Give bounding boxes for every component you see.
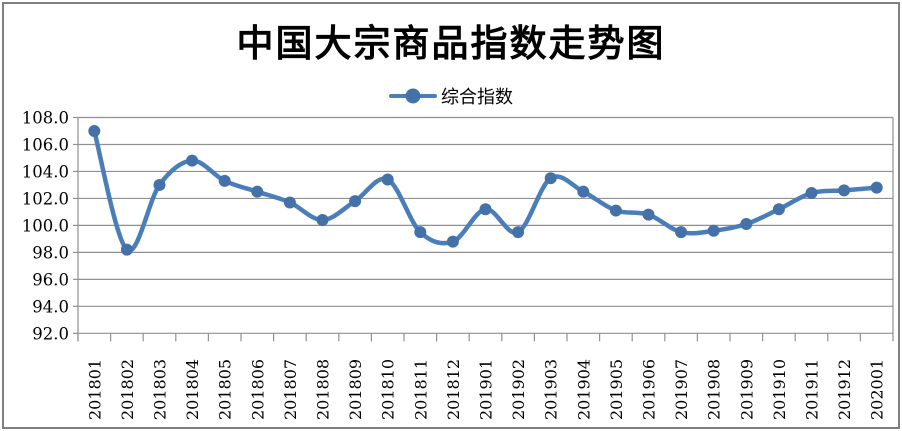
data-point	[251, 185, 264, 198]
data-point	[153, 178, 166, 191]
x-axis-tick-label: 201906	[640, 359, 659, 420]
x-axis-tick-label: 201812	[444, 359, 463, 420]
data-point	[283, 196, 296, 209]
y-axis-tick-label: 104.0	[22, 162, 69, 181]
y-axis-tick-label: 94.0	[32, 297, 69, 316]
x-axis-tick-label: 201802	[118, 359, 137, 420]
x-axis-tick-label: 201907	[672, 359, 691, 420]
data-point	[544, 172, 557, 185]
data-point	[609, 204, 622, 217]
y-axis-tick-label: 100.0	[22, 216, 69, 235]
data-point	[120, 243, 133, 256]
y-axis-tick-label: 98.0	[32, 243, 69, 262]
data-point	[577, 185, 590, 198]
data-point	[740, 218, 753, 231]
legend-line-marker-icon	[389, 88, 437, 104]
x-axis-tick-label: 201903	[542, 359, 561, 420]
data-point	[414, 226, 427, 239]
x-axis-tick-label: 201806	[248, 359, 267, 420]
x-axis-tick-label: 201905	[607, 359, 626, 420]
x-axis-tick-label: 201803	[151, 359, 170, 420]
legend-circle-marker-icon	[405, 88, 421, 104]
x-axis-tick-label: 201910	[770, 359, 789, 420]
chart-title: 中国大宗商品指数走势图	[236, 24, 666, 65]
series-line	[92, 128, 879, 253]
x-axis-tick-label: 201912	[835, 359, 854, 420]
data-point	[186, 154, 199, 167]
data-point	[218, 174, 231, 187]
data-point	[707, 224, 720, 237]
data-point	[772, 203, 785, 216]
x-axis-tick-label: 201901	[477, 359, 496, 420]
data-point	[642, 208, 655, 221]
data-point	[349, 195, 362, 208]
x-axis-tick-label: 201908	[705, 359, 724, 420]
y-axis-tick-label: 102.0	[22, 189, 69, 208]
x-axis-tick-label: 201804	[183, 359, 202, 420]
x-axis-tick-label: 201811	[411, 359, 430, 420]
data-point	[479, 203, 492, 216]
y-axis-tick-label: 108.0	[22, 109, 69, 128]
y-axis-tick-label: 106.0	[22, 135, 69, 154]
x-axis-tick-label: 201808	[314, 359, 333, 420]
data-point	[675, 226, 688, 239]
data-point	[381, 173, 394, 186]
x-axis-tick-label: 201904	[574, 359, 593, 420]
x-axis-tick-label: 201911	[803, 359, 822, 420]
x-axis-tick-label: 201909	[737, 359, 756, 420]
x-axis-tick-label: 201801	[85, 359, 104, 420]
y-axis-tick-label: 92.0	[32, 324, 69, 343]
x-axis-tick-label: 202001	[868, 359, 887, 420]
y-axis-tick-label: 96.0	[32, 270, 69, 289]
legend-label: 综合指数	[441, 87, 513, 107]
data-point	[805, 187, 818, 200]
data-point	[446, 235, 459, 248]
legend: 综合指数	[0, 85, 902, 107]
x-axis-tick-label: 201809	[346, 359, 365, 420]
x-axis-tick-label: 201807	[281, 359, 300, 420]
data-point	[870, 181, 883, 194]
data-point	[88, 124, 101, 137]
x-axis-tick-label: 201902	[509, 359, 528, 420]
data-point	[838, 184, 851, 197]
data-point	[316, 214, 329, 227]
x-axis-tick-label: 201810	[379, 359, 398, 420]
x-axis-tick-label: 201805	[216, 359, 235, 420]
data-point	[512, 226, 525, 239]
